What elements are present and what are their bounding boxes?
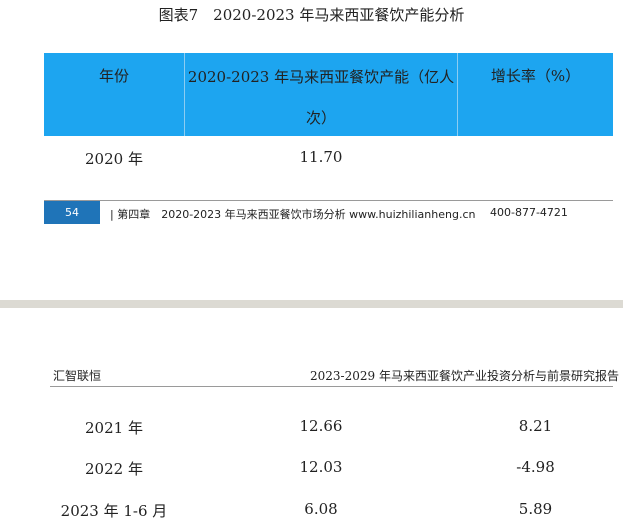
table-cell-year: 2020 年 [85,150,143,168]
running-header-right: 2023-2029 年马来西亚餐饮产业投资分析与前景研究报告 [310,369,619,383]
table-cell-capacity: 12.66 [299,417,343,435]
table-cell-capacity: 6.08 [304,500,338,518]
table-cell-capacity: 12.03 [299,458,343,476]
header-capacity: 2020-2023 年马来西亚餐饮产能（亿人 次） [185,57,457,139]
header-capacity-line2: 次） [305,109,336,127]
table-cell-year: 2022 年 [85,460,143,478]
figure-title: 图表7 2020-2023 年马来西亚餐饮产能分析 [158,6,465,24]
table-cell-year: 2023 年 1-6 月 [60,502,168,520]
header-year: 年份 [98,67,129,85]
header-growth: 增长率（%） [490,67,581,85]
column-divider [457,53,458,136]
column-divider [184,53,185,136]
header-capacity-line1: 2020-2023 年马来西亚餐饮产能（亿人 [187,68,455,86]
footer-divider [44,200,613,201]
table-header: 年份 2020-2023 年马来西亚餐饮产能（亿人 次） 增长率（%） [44,53,613,136]
header-divider [50,386,613,387]
page-number: 54 [44,201,100,224]
table-cell-year: 2021 年 [85,419,143,437]
table-cell-growth: -4.98 [516,458,555,476]
page-break [0,300,623,308]
table-cell-capacity: 11.70 [299,148,343,166]
running-header-left: 汇智联恒 [53,369,102,383]
footer-text: | 第四章 2020-2023 年马来西亚餐饮市场分析 www.huizhili… [110,208,476,221]
table-cell-growth: 8.21 [518,417,553,435]
table-cell-growth: 5.89 [518,500,553,518]
footer-phone: 400-877-4721 [490,206,568,219]
